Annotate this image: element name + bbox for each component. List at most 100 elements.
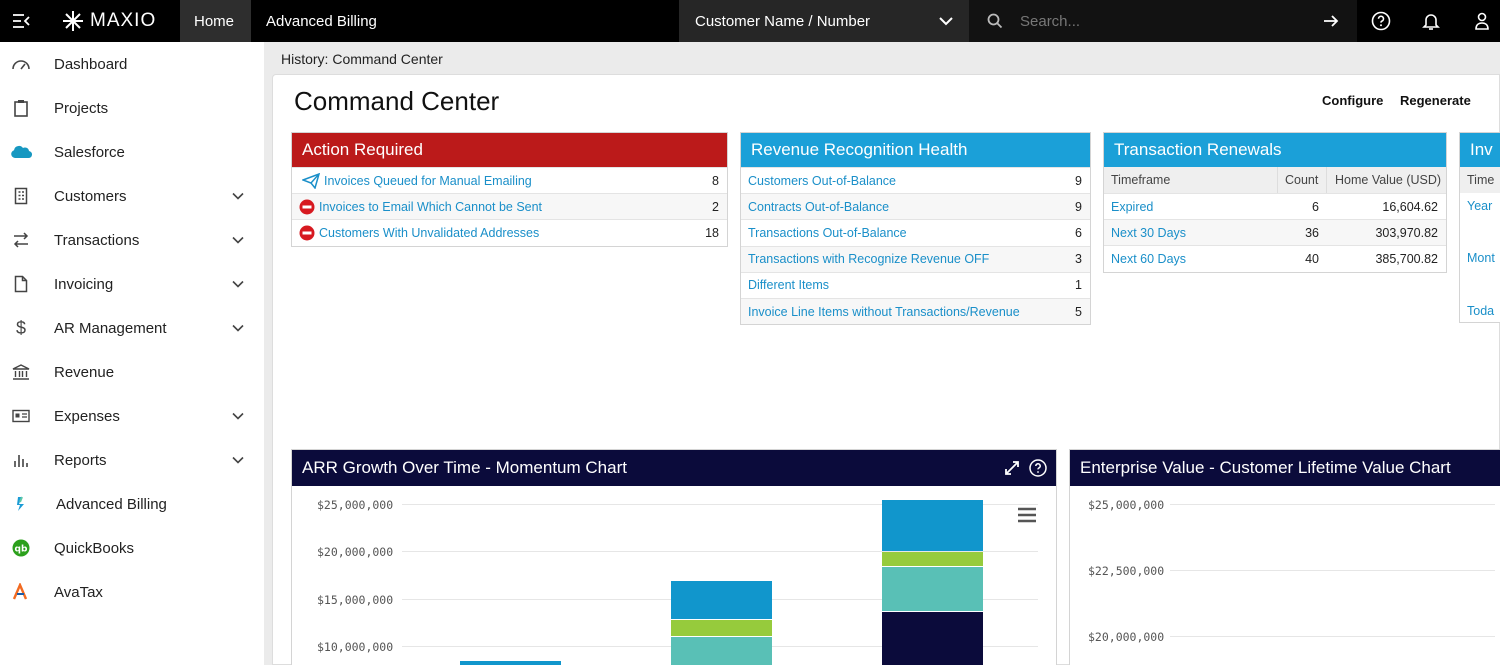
chevron-down-icon[interactable]: [230, 408, 246, 424]
unvalidated-addresses-link[interactable]: Customers With Unvalidated Addresses: [319, 225, 540, 240]
sidebar-item-advanced-billing[interactable]: Advanced Billing: [0, 482, 264, 526]
partial-card-link[interactable]: Mont: [1467, 251, 1495, 265]
salesforce-cloud-icon: [10, 141, 32, 163]
renewal-timeframe-link[interactable]: Next 60 Days: [1111, 251, 1187, 266]
sidebar-item-avatax[interactable]: AvaTax: [0, 570, 264, 614]
y-tick-label: $20,000,000: [317, 545, 394, 559]
snowflake-icon: [63, 11, 83, 31]
chevron-down-icon[interactable]: [230, 188, 246, 204]
nav-home[interactable]: Home: [180, 0, 251, 42]
bar-segment[interactable]: [882, 567, 983, 611]
chevron-down-icon[interactable]: [230, 452, 246, 468]
list-item-link[interactable]: Invoice Line Items without Transactions/…: [748, 304, 1020, 319]
sidebar-item-label: Invoicing: [54, 275, 114, 293]
sidebar-item-dashboard[interactable]: Dashboard: [0, 42, 264, 86]
building-icon: [10, 185, 32, 207]
chevron-down-icon[interactable]: [230, 276, 246, 292]
nav-advanced-billing[interactable]: Advanced Billing: [266, 12, 377, 30]
sidebar-item-customers[interactable]: Customers: [0, 174, 264, 218]
expand-icon[interactable]: [1003, 459, 1021, 477]
maxio-logo[interactable]: MAXIO: [62, 0, 156, 42]
notifications-bell-icon[interactable]: [1420, 0, 1442, 42]
customer-select[interactable]: Customer Name / Number: [679, 0, 969, 42]
y-tick-label: $22,500,000: [1088, 564, 1165, 578]
chevron-down-icon: [939, 16, 953, 25]
page-title: Command Center: [294, 86, 500, 116]
arr-chart-title: ARR Growth Over Time - Momentum Chart: [302, 458, 627, 477]
gridline: [1170, 504, 1495, 505]
y-tick-label: $15,000,000: [317, 593, 394, 607]
partial-card-link[interactable]: Year: [1467, 199, 1493, 213]
list-item-value: 9: [1075, 199, 1082, 214]
user-account-icon[interactable]: [1471, 0, 1493, 42]
sidebar-item-label: Advanced Billing: [56, 495, 167, 513]
bar-segment[interactable]: [460, 661, 561, 665]
renewal-timeframe-link[interactable]: Expired: [1111, 199, 1154, 214]
sidebar-item-label: Customers: [54, 187, 127, 205]
list-item-link[interactable]: Transactions Out-of-Balance: [748, 225, 907, 240]
quickbooks-logo-icon: qb: [10, 537, 32, 559]
sidebar-item-projects[interactable]: Projects: [0, 86, 264, 130]
sidebar-item-reports[interactable]: Reports: [0, 438, 264, 482]
list-item-value: 9: [1075, 173, 1082, 188]
sidebar-item-label: Transactions: [54, 231, 140, 249]
sidebar-item-quickbooks[interactable]: qb QuickBooks: [0, 526, 264, 570]
transaction-renewals-title: Transaction Renewals: [1104, 133, 1446, 167]
y-tick-label: $25,000,000: [317, 498, 394, 512]
document-icon: [10, 273, 32, 295]
swap-arrows-icon: [10, 229, 32, 251]
list-item-link[interactable]: Transactions with Recognize Revenue OFF: [748, 252, 990, 267]
sidebar-item-label: Projects: [54, 99, 109, 117]
clipboard-icon: [10, 97, 32, 119]
bar-segment[interactable]: [671, 620, 772, 636]
bar-segment[interactable]: [882, 552, 983, 567]
bar-segment[interactable]: [882, 500, 983, 552]
svg-text:qb: qb: [15, 545, 28, 555]
chevron-down-icon[interactable]: [230, 320, 246, 336]
list-item-link[interactable]: Customers Out-of-Balance: [748, 173, 896, 188]
collapse-menu-icon[interactable]: [10, 0, 32, 42]
customer-select-label: Customer Name / Number: [695, 12, 871, 30]
sidebar-item-salesforce[interactable]: Salesforce: [0, 130, 264, 174]
bar-segment[interactable]: [882, 611, 983, 665]
no-entry-icon: [299, 225, 315, 241]
help-icon[interactable]: [1370, 0, 1392, 42]
no-entry-icon: [299, 199, 315, 215]
ev-chart-header: Enterprise Value - Customer Lifetime Val…: [1070, 450, 1500, 486]
table-header: Timeframe Count Home Value (USD): [1104, 167, 1446, 193]
invoices-cannot-send-link[interactable]: Invoices to Email Which Cannot be Sent: [319, 199, 543, 214]
column-header: Timeframe: [1111, 173, 1171, 187]
column-header: Time: [1467, 173, 1495, 187]
regenerate-link[interactable]: Regenerate: [1400, 93, 1471, 108]
list-item-label: Customers With Unvalidated Addresses: [292, 225, 539, 241]
search-input[interactable]: Search...: [1020, 12, 1081, 30]
chevron-down-icon[interactable]: [230, 232, 246, 248]
sidebar-item-transactions[interactable]: Transactions: [0, 218, 264, 262]
partial-card-link[interactable]: Toda: [1467, 304, 1495, 318]
list-item-link[interactable]: Different Items: [748, 278, 830, 293]
arrow-right-icon[interactable]: [1323, 14, 1339, 28]
list-item: Transactions Out-of-Balance 6: [741, 219, 1090, 245]
list-item-link[interactable]: Contracts Out-of-Balance: [748, 199, 890, 214]
bank-icon: [10, 361, 32, 383]
table-row: Next 30 Days 36 303,970.82: [1104, 219, 1446, 246]
list-item-value: 1: [1075, 278, 1082, 293]
invoices-queued-link[interactable]: Invoices Queued for Manual Emailing: [324, 173, 532, 188]
sidebar-item-expenses[interactable]: Expenses: [0, 394, 264, 438]
chart-menu-icon[interactable]: [1017, 507, 1037, 523]
bar-segment[interactable]: [671, 636, 772, 665]
sidebar-item-revenue[interactable]: Revenue: [0, 350, 264, 394]
configure-link[interactable]: Configure: [1322, 93, 1384, 108]
renewal-timeframe-link[interactable]: Next 30 Days: [1111, 225, 1187, 240]
sidebar-item-invoicing[interactable]: Invoicing: [0, 262, 264, 306]
revenue-health-card: Revenue Recognition Health Customers Out…: [740, 132, 1091, 326]
renewal-count: 40: [1305, 251, 1319, 266]
sidebar-item-label: Reports: [54, 451, 107, 469]
list-item: Different Items 1: [741, 271, 1090, 298]
bar-segment[interactable]: [671, 580, 772, 620]
sidebar-item-label: AR Management: [54, 319, 167, 337]
help-icon[interactable]: [1029, 459, 1047, 477]
sidebar-item-ar-management[interactable]: $ AR Management: [0, 306, 264, 350]
ev-chart-title: Enterprise Value - Customer Lifetime Val…: [1080, 458, 1451, 477]
sidebar-item-label: Revenue: [54, 363, 115, 381]
